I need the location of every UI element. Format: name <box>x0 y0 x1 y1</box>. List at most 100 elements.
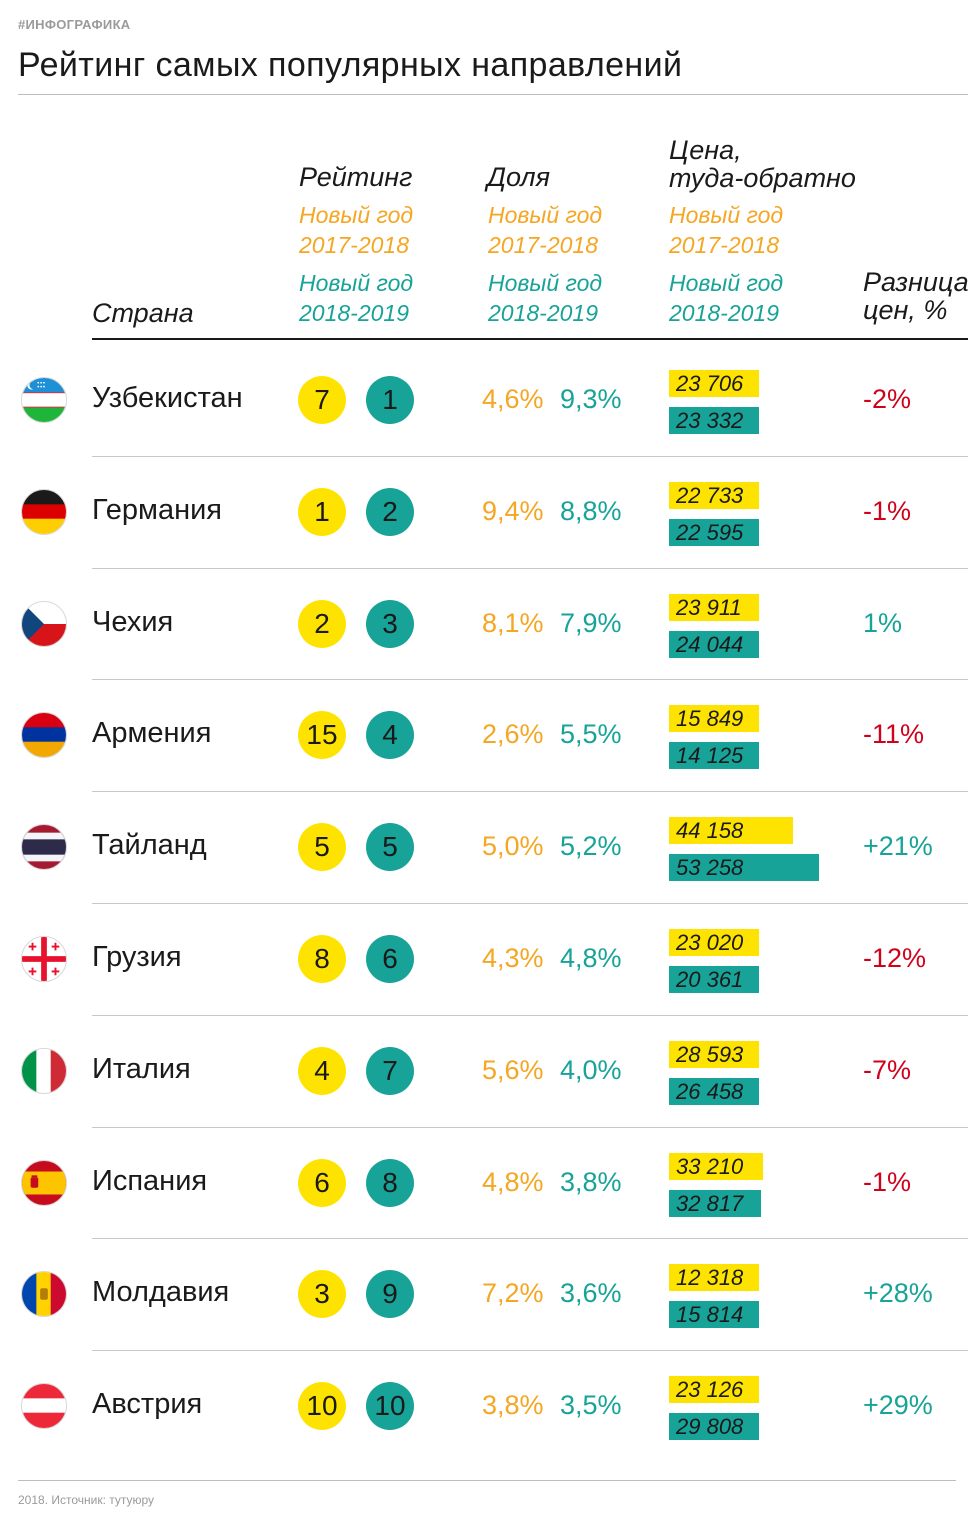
share-year1: 9,4% <box>482 495 544 526</box>
header-rating-year1-line2: 2017-2018 <box>299 232 409 258</box>
country-name: Австрия <box>92 1388 203 1421</box>
page-title: Рейтинг самых популярных направлений <box>18 46 683 84</box>
row-divider <box>92 567 968 569</box>
footer-divider <box>18 1480 956 1481</box>
armenia-flag-icon <box>21 712 67 759</box>
country-name: Чехия <box>92 605 174 638</box>
share-year2: 3,5% <box>560 1390 622 1421</box>
header-price-year1-line2: 2017-2018 <box>669 232 779 258</box>
country-name: Узбекистан <box>92 382 243 414</box>
price-year2-bar: 26 458 <box>669 1077 759 1105</box>
price-year1-bar: 12 318 <box>669 1264 759 1292</box>
table-row: Тайланд 5 5 5,0% 5,2% 44 158 53 258 +21% <box>0 791 980 903</box>
header-price-line1: Цена, <box>669 135 742 165</box>
price-year1-bar: 23 911 <box>669 593 759 621</box>
country-name: Тайланд <box>92 829 207 862</box>
rank-year1-badge: 1 <box>298 487 346 536</box>
price-year2-bar: 29 808 <box>669 1413 759 1441</box>
share-year1: 4,6% <box>482 384 544 414</box>
moldova-flag-icon <box>21 1271 67 1318</box>
table-row: Грузия 8 6 4,3% 4,8% 23 020 20 361 -12% <box>0 903 980 1015</box>
price-diff: -11% <box>863 719 925 750</box>
row-divider <box>92 1126 968 1128</box>
header-diff-line1: Разница <box>863 267 969 297</box>
price-year2-bar: 53 258 <box>669 854 819 882</box>
czech-flag-icon <box>21 600 67 647</box>
uzbekistan-flag-icon <box>21 377 67 423</box>
category-tag: #ИНФОГРАФИКА <box>18 17 131 32</box>
share-year1: 5,6% <box>482 1054 544 1085</box>
header-share-year2-line2: 2018-2019 <box>488 300 598 326</box>
share-year2: 4,0% <box>560 1054 622 1085</box>
rank-year1-badge: 2 <box>298 599 346 648</box>
table-row: Чехия 2 3 8,1% 7,9% 23 911 24 044 1% <box>0 568 980 680</box>
row-divider <box>92 1350 968 1352</box>
share-year1: 8,1% <box>482 607 544 638</box>
austria-flag-icon <box>21 1383 67 1430</box>
italy-flag-icon <box>21 1047 67 1094</box>
table-row: Испания 6 8 4,8% 3,8% 33 210 32 817 -1% <box>0 1127 980 1239</box>
price-year1-bar: 44 158 <box>669 817 793 845</box>
share-year2: 9,3% <box>560 384 622 414</box>
share-year1: 7,2% <box>482 1278 544 1309</box>
header-price-line2: туда-обратно <box>669 163 856 193</box>
georgia-flag-icon <box>21 936 67 982</box>
rank-year1-badge: 10 <box>298 1382 346 1431</box>
price-diff: -7% <box>863 1054 912 1085</box>
header-share-year1-line2: 2017-2018 <box>488 232 598 258</box>
source-note: 2018. Источник: тутуюру <box>18 1493 155 1507</box>
price-diff: -1% <box>863 495 912 526</box>
share-year1: 3,8% <box>482 1390 544 1421</box>
price-year2-bar: 23 332 <box>669 407 759 434</box>
table-row: Австрия 10 10 3,8% 3,5% 23 126 29 808 +29% <box>0 1350 980 1462</box>
header-rating-year1-line1: Новый год <box>299 202 414 228</box>
spain-flag-icon <box>21 1159 67 1206</box>
price-diff: +29% <box>863 1390 933 1421</box>
rank-year2-badge: 4 <box>366 711 414 760</box>
country-name: Грузия <box>92 941 182 973</box>
rank-year2-badge: 8 <box>366 1158 414 1207</box>
price-year1-bar: 22 733 <box>669 481 759 509</box>
header-divider <box>92 338 968 340</box>
price-year1-bar: 23 126 <box>669 1376 759 1404</box>
header-rating: Рейтинг <box>299 162 413 192</box>
header-share-year2-line1: Новый год <box>488 270 603 296</box>
germany-flag-icon <box>21 488 67 535</box>
country-name: Германия <box>92 493 223 526</box>
price-diff: 1% <box>863 607 903 638</box>
rank-year2-badge: 7 <box>366 1046 414 1095</box>
price-year2-bar: 24 044 <box>669 630 759 658</box>
price-diff: -2% <box>863 384 912 414</box>
rank-year2-badge: 1 <box>366 376 414 424</box>
rank-year2-badge: 10 <box>366 1382 414 1431</box>
rank-year1-badge: 15 <box>298 711 346 760</box>
rank-year2-badge: 2 <box>366 487 414 536</box>
header-price-year1-line1: Новый год <box>669 202 784 228</box>
rank-year2-badge: 3 <box>366 599 414 648</box>
rank-year1-badge: 4 <box>298 1046 346 1095</box>
price-year2-bar: 22 595 <box>669 518 759 546</box>
price-year1-bar: 28 593 <box>669 1040 759 1068</box>
rank-year1-badge: 7 <box>298 376 346 424</box>
price-year2-bar: 14 125 <box>669 742 759 770</box>
price-year1-bar: 33 210 <box>669 1152 763 1180</box>
share-year2: 5,5% <box>560 719 622 750</box>
rank-year1-badge: 5 <box>298 823 346 872</box>
share-year2: 8,8% <box>560 495 622 526</box>
country-name: Молдавия <box>92 1276 230 1309</box>
header-price-year2-line2: 2018-2019 <box>669 300 779 326</box>
row-divider <box>92 1014 968 1016</box>
rank-year1-badge: 3 <box>298 1270 346 1319</box>
price-year1-bar: 23 020 <box>669 929 759 956</box>
share-year1: 4,3% <box>482 943 544 973</box>
row-divider <box>92 903 968 904</box>
header-rating-year2-line1: Новый год <box>299 270 414 296</box>
header-price-year2-line1: Новый год <box>669 270 784 296</box>
country-name: Италия <box>92 1052 191 1085</box>
price-year2-bar: 15 814 <box>669 1301 759 1329</box>
rank-year2-badge: 5 <box>366 823 414 872</box>
price-year2-bar: 32 817 <box>669 1189 761 1217</box>
header-diff-line2: цен, % <box>863 295 948 325</box>
share-year1: 2,6% <box>482 719 544 750</box>
share-year1: 4,8% <box>482 1166 544 1197</box>
